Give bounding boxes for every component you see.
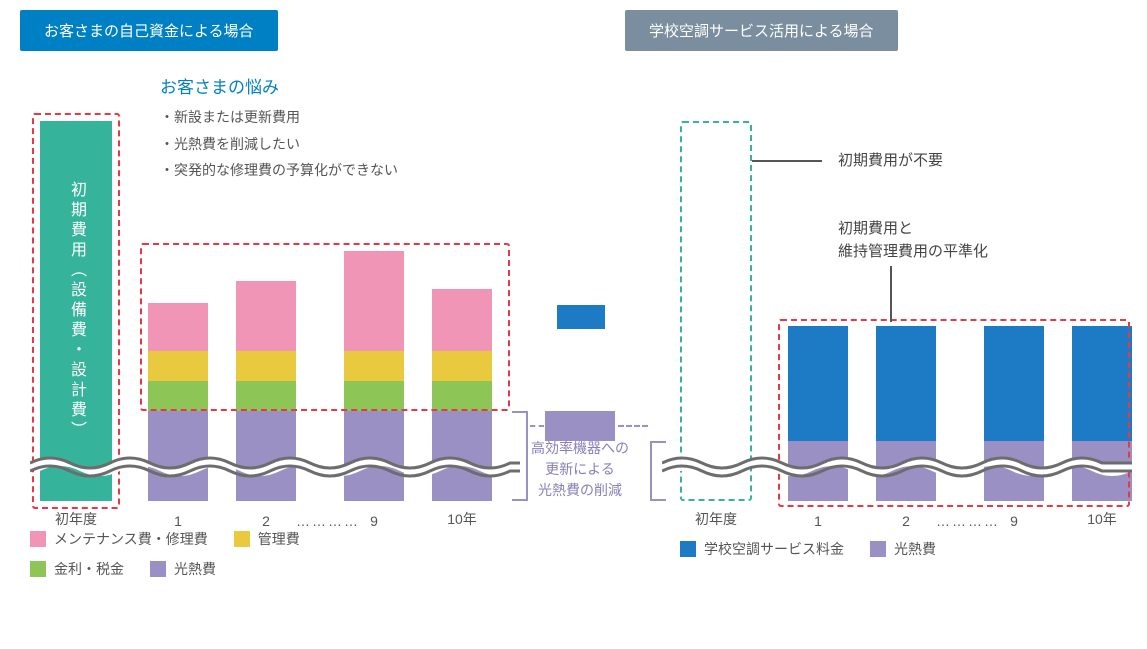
left-legend-items-swatch-2 <box>30 561 46 577</box>
right-dashed-bars <box>778 319 1130 507</box>
concerns-title: お客さまの悩み <box>160 72 398 104</box>
right-legend-items-swatch-0 <box>680 541 696 557</box>
right-legend-items-label-0: 学校空調サービス料金 <box>704 539 844 559</box>
center-purple-sample <box>545 411 615 441</box>
right-legend: 学校空調サービス料金 光熱費 <box>680 539 1100 569</box>
left-chart: 初期費用（設備費・設計費） <box>40 121 510 501</box>
left-dashed-upper <box>140 243 510 411</box>
left-legend-items-swatch-3 <box>150 561 166 577</box>
right-xlabel-1: 1 <box>788 513 848 529</box>
left-legend-items-label-3: 光熱費 <box>174 559 216 579</box>
left-legend-items-item-2: 金利・税金 <box>30 559 124 579</box>
left-legend-items-item-3: 光熱費 <box>150 559 216 579</box>
left-xlabel-10: 10年 <box>432 509 492 529</box>
left-bar-2-seg-0 <box>236 411 296 501</box>
right-initial-outline <box>680 121 752 501</box>
left-legend-items-label-0: メンテナンス費・修理費 <box>54 529 208 549</box>
left-bar-1-seg-0 <box>148 411 208 501</box>
right-legend-items-swatch-1 <box>870 541 886 557</box>
initial-cost-bar: 初期費用（設備費・設計費） <box>40 121 112 501</box>
right-header: 学校空調サービス活用による場合 <box>625 10 898 51</box>
left-xlabel-1: 1 <box>148 513 208 529</box>
right-chart <box>680 121 1130 501</box>
left-legend: メンテナンス費・修理費 管理費金利・税金 光熱費 <box>30 529 450 589</box>
note-level: 初期費用と 維持管理費用の平準化 <box>838 218 988 263</box>
right-bracket <box>650 441 666 501</box>
left-legend-items-swatch-1 <box>234 531 250 547</box>
right-xlabel-2: 2 <box>876 513 936 529</box>
right-xlabel-9: 9 <box>984 513 1044 529</box>
center-dash-right <box>618 425 648 427</box>
left-bar-10-seg-0 <box>432 411 492 501</box>
right-xlabel-10: 10年 <box>1072 509 1132 529</box>
left-bar-9-seg-0 <box>344 411 404 501</box>
left-xlabel-2: 2 <box>236 513 296 529</box>
leader-no-initial-h <box>752 160 822 162</box>
left-legend-items-item-1: 管理費 <box>234 529 300 549</box>
right-xlabel-init: 初年度 <box>680 509 752 529</box>
initial-cost-label: 初期費用（設備費・設計費） <box>64 181 88 441</box>
right-legend-items-item-0: 学校空調サービス料金 <box>680 539 844 559</box>
left-xlabel-9: 9 <box>344 513 404 529</box>
center-dash-left <box>530 425 544 427</box>
left-legend-items-label-2: 金利・税金 <box>54 559 124 579</box>
note-no-initial: 初期費用が不要 <box>838 150 943 173</box>
left-legend-items-item-0: メンテナンス費・修理費 <box>30 529 208 549</box>
center-blue-sample <box>557 305 605 329</box>
center-note: 高効率機器への 更新による 光熱費の削減 <box>520 438 640 501</box>
left-legend-items-label-1: 管理費 <box>258 529 300 549</box>
right-legend-items-item-1: 光熱費 <box>870 539 936 559</box>
leader-level-v <box>890 266 892 322</box>
left-legend-items-swatch-0 <box>30 531 46 547</box>
left-xlabel-init: 初年度 <box>40 509 112 529</box>
left-header: お客さまの自己資金による場合 <box>20 10 278 51</box>
right-legend-items-label-1: 光熱費 <box>894 539 936 559</box>
